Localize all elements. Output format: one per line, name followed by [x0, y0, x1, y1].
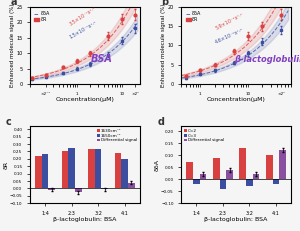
- Bar: [122, 159, 128, 188]
- Legend: δδA, δR: δδA, δR: [184, 9, 203, 24]
- Bar: [253, 174, 260, 179]
- Bar: [239, 148, 246, 179]
- Bar: [226, 170, 233, 179]
- Bar: [220, 179, 226, 189]
- X-axis label: Concentration(μM): Concentration(μM): [56, 97, 114, 102]
- Text: 3.5×10⁻¹x¹⋅⁰: 3.5×10⁻¹x¹⋅⁰: [68, 6, 97, 27]
- Bar: [42, 154, 48, 188]
- Y-axis label: δδA: δδA: [155, 159, 160, 171]
- Text: d: d: [157, 117, 164, 127]
- Bar: [279, 150, 286, 179]
- Bar: [213, 158, 220, 179]
- Bar: [35, 156, 42, 188]
- Legend: C=2, C=3, Differential signal: C=2, C=3, Differential signal: [183, 128, 225, 143]
- X-axis label: Concentration(μM): Concentration(μM): [207, 97, 266, 102]
- Text: 5.9×10⁻²x¹⋅⁰: 5.9×10⁻²x¹⋅⁰: [214, 12, 244, 31]
- Y-axis label: Enhanced molecule signal (%): Enhanced molecule signal (%): [10, 4, 15, 87]
- Bar: [246, 179, 253, 186]
- Text: 1.5×10⁻¹x¹⋅⁰: 1.5×10⁻¹x¹⋅⁰: [68, 21, 98, 40]
- Text: β-lactoglobulin: β-lactoglobulin: [234, 55, 300, 64]
- Text: BSA: BSA: [90, 54, 112, 64]
- Bar: [75, 188, 82, 192]
- Text: c: c: [6, 117, 12, 127]
- Bar: [186, 162, 193, 179]
- Bar: [68, 149, 75, 188]
- Text: a: a: [10, 0, 17, 7]
- Legend: δδA, δR: δδA, δR: [32, 9, 52, 24]
- Bar: [115, 153, 122, 188]
- Bar: [193, 179, 200, 184]
- Bar: [273, 179, 279, 184]
- Bar: [200, 174, 206, 179]
- Bar: [95, 149, 101, 188]
- Bar: [48, 188, 55, 190]
- Bar: [101, 188, 108, 189]
- Bar: [128, 182, 135, 188]
- Bar: [266, 155, 273, 179]
- Bar: [88, 149, 95, 188]
- Y-axis label: δR: δR: [3, 161, 8, 169]
- Bar: [61, 152, 68, 188]
- Text: b: b: [162, 0, 169, 7]
- X-axis label: β-lactoglobulin: BSA: β-lactoglobulin: BSA: [205, 217, 268, 222]
- Text: 4.6×10⁻²x¹⋅⁰: 4.6×10⁻²x¹⋅⁰: [214, 27, 244, 45]
- X-axis label: β-lactoglobulin: BSA: β-lactoglobulin: BSA: [53, 217, 116, 222]
- Y-axis label: Enhanced molecule signal (%): Enhanced molecule signal (%): [161, 4, 166, 87]
- Legend: 1630cm⁻¹, 1650cm⁻¹, Differential signal: 1630cm⁻¹, 1650cm⁻¹, Differential signal: [96, 128, 138, 143]
